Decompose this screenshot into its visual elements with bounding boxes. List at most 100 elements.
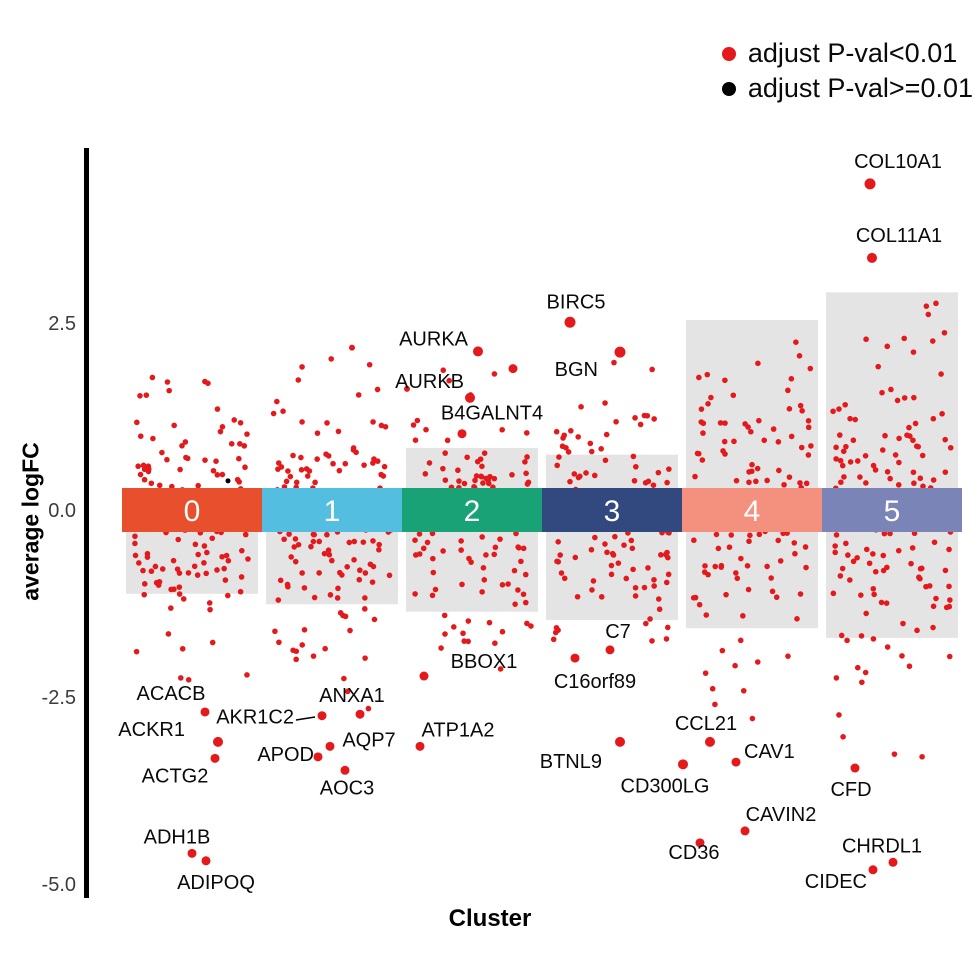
data-point — [930, 624, 936, 631]
data-point — [553, 624, 560, 631]
data-point — [709, 685, 716, 692]
cluster-band-3 — [542, 488, 682, 532]
data-point — [145, 463, 152, 469]
data-point — [919, 753, 925, 760]
data-point — [740, 687, 747, 694]
data-point — [474, 458, 481, 465]
data-point — [327, 592, 334, 598]
data-point — [920, 483, 926, 490]
data-point — [883, 600, 890, 606]
data-point — [430, 569, 437, 576]
data-point — [691, 537, 697, 544]
data-point — [374, 458, 381, 464]
data-point — [293, 479, 300, 486]
data-point — [628, 537, 635, 544]
data-point — [234, 476, 241, 483]
gene-label: ACACB — [137, 683, 206, 705]
data-point — [299, 364, 305, 370]
data-point — [365, 705, 372, 712]
legend-label-significant: adjust P-val<0.01 — [747, 38, 958, 68]
data-point — [381, 463, 388, 470]
data-point — [797, 402, 804, 409]
data-point — [520, 545, 527, 552]
data-point — [171, 586, 177, 593]
data-point — [911, 394, 917, 401]
data-point — [288, 554, 295, 560]
data-point — [637, 421, 644, 428]
data-point — [137, 392, 143, 399]
data-point — [843, 443, 849, 450]
data-point — [862, 452, 869, 459]
data-point — [882, 432, 888, 439]
data-point — [656, 606, 663, 613]
gene-label: CCL21 — [675, 713, 737, 735]
gene-label: ANXA1 — [319, 685, 385, 707]
data-point — [775, 439, 782, 445]
data-point — [314, 456, 320, 462]
data-point — [696, 601, 703, 608]
data-point — [412, 437, 419, 443]
data-point — [863, 336, 869, 343]
data-point — [351, 538, 358, 545]
data-point — [524, 454, 530, 460]
data-point — [738, 555, 744, 562]
data-point — [909, 545, 916, 551]
data-point — [270, 410, 277, 417]
data-point — [497, 666, 504, 672]
data-point — [326, 551, 333, 558]
data-point — [602, 400, 608, 406]
data-point — [878, 599, 885, 606]
data-point — [132, 533, 138, 540]
data-point — [468, 559, 474, 565]
gene-point — [340, 765, 350, 775]
legend-item-significant: adjust P-val<0.01 — [721, 38, 973, 69]
data-point — [863, 480, 869, 486]
data-point — [461, 638, 467, 644]
gene-label: CFD — [830, 779, 871, 801]
data-point — [946, 583, 952, 590]
data-point — [598, 446, 604, 452]
data-point — [769, 588, 776, 595]
data-point — [201, 543, 208, 549]
data-point — [344, 564, 350, 570]
data-point — [705, 400, 711, 407]
data-point — [863, 546, 870, 553]
data-point — [324, 420, 330, 426]
data-point — [556, 454, 562, 460]
data-point — [870, 462, 877, 469]
y-tick-label: 0.0 — [48, 500, 76, 522]
data-point — [176, 570, 183, 576]
data-point — [325, 547, 332, 554]
gene-label: ADIPOQ — [177, 872, 255, 894]
data-point — [140, 462, 147, 469]
data-point — [901, 335, 908, 342]
data-point — [788, 433, 795, 440]
data-point — [645, 565, 651, 571]
data-point — [369, 579, 376, 585]
data-point — [374, 386, 381, 393]
data-point — [213, 458, 219, 464]
data-point — [895, 547, 902, 554]
data-point — [404, 385, 410, 392]
data-point — [175, 536, 182, 543]
gene-label: CHRDL1 — [842, 835, 922, 857]
data-point — [838, 479, 844, 486]
data-point — [807, 365, 814, 372]
data-point — [756, 531, 763, 538]
data-point — [522, 459, 528, 465]
data-point — [481, 450, 488, 456]
data-point — [744, 563, 751, 569]
data-point — [423, 426, 429, 433]
data-point — [301, 626, 308, 633]
data-point — [630, 566, 636, 573]
gene-point — [695, 838, 705, 848]
data-point — [845, 552, 851, 558]
gene-point — [419, 671, 429, 681]
black-dot-icon — [721, 81, 736, 96]
data-point — [316, 570, 322, 576]
data-point — [446, 377, 452, 384]
legend: adjust P-val<0.01 adjust P-val>=0.01 — [721, 38, 973, 104]
data-point — [461, 480, 468, 487]
gene-point — [705, 736, 715, 747]
data-point — [214, 406, 221, 412]
